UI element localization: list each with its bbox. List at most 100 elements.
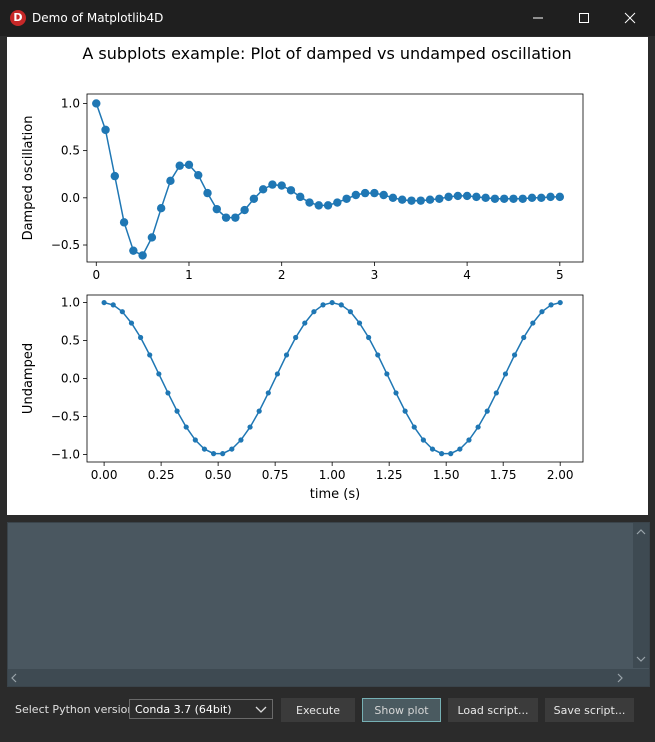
data-point bbox=[194, 170, 203, 180]
python-version-label: Select Python version : bbox=[15, 703, 142, 716]
scroll-right-icon[interactable] bbox=[617, 673, 623, 683]
undamped-subplot: 0.00 0.25 0.50 0.75 1.00 1.25 1.50 1.75 2.00 1.0 0… bbox=[21, 294, 584, 502]
axes-frame bbox=[86, 93, 584, 263]
data-point bbox=[156, 204, 166, 213]
x-tick-label: 3 bbox=[371, 268, 379, 282]
x-tick-label: 1.00 bbox=[319, 468, 346, 482]
plot-panel: A subplots example: Plot of damped vs un… bbox=[7, 37, 648, 515]
data-point bbox=[502, 371, 509, 377]
horizontal-scrollbar[interactable] bbox=[8, 669, 633, 686]
data-point bbox=[402, 408, 408, 414]
data-point bbox=[388, 193, 398, 203]
data-point bbox=[119, 309, 125, 315]
data-point bbox=[323, 201, 333, 210]
data-point bbox=[329, 299, 335, 306]
data-point bbox=[147, 233, 157, 242]
figure-title: A subplots example: Plot of damped vs un… bbox=[82, 44, 571, 63]
y-axis-label: Damped oscillation bbox=[21, 116, 36, 241]
data-point bbox=[484, 408, 490, 414]
damped-subplot: 0 1 2 3 4 5 1.0 0.5 0.0 −0.5 Damped oscillation bbox=[21, 93, 584, 282]
data-point bbox=[499, 194, 509, 203]
maximize-icon bbox=[579, 13, 589, 23]
data-point bbox=[425, 195, 435, 204]
app-logo-icon: D bbox=[10, 10, 26, 26]
vertical-scrollbar[interactable] bbox=[633, 523, 649, 668]
data-point bbox=[129, 246, 138, 255]
x-tick-label: 0 bbox=[92, 268, 100, 282]
data-point bbox=[475, 424, 481, 430]
data-point bbox=[147, 352, 153, 358]
data-point bbox=[453, 191, 463, 201]
data-point bbox=[347, 309, 353, 315]
scroll-left-icon[interactable] bbox=[11, 673, 17, 683]
minimize-button[interactable] bbox=[515, 0, 561, 36]
data-point bbox=[370, 188, 379, 198]
data-point bbox=[393, 390, 399, 396]
scroll-down-icon[interactable] bbox=[636, 656, 646, 662]
python-version-select[interactable]: Conda 3.7 (64bit) bbox=[129, 699, 273, 719]
data-point bbox=[384, 371, 390, 377]
data-point bbox=[527, 193, 537, 203]
data-point bbox=[305, 198, 314, 207]
data-point bbox=[407, 196, 416, 205]
data-point bbox=[192, 437, 198, 443]
y-tick-label: −0.5 bbox=[51, 409, 80, 423]
data-point bbox=[119, 218, 129, 227]
data-point bbox=[258, 185, 268, 194]
data-point bbox=[338, 302, 344, 308]
figure-canvas: A subplots example: Plot of damped vs un… bbox=[21, 44, 584, 502]
x-tick-label: 0.50 bbox=[205, 468, 232, 482]
x-tick-label: 2.00 bbox=[547, 468, 574, 482]
data-point bbox=[472, 192, 481, 202]
y-tick-label: −0.5 bbox=[51, 238, 80, 252]
x-tick-label: 1 bbox=[185, 268, 193, 282]
y-tick-label: 0.5 bbox=[61, 334, 80, 348]
data-point bbox=[274, 371, 281, 377]
load-script-button[interactable]: Load script... bbox=[448, 698, 538, 722]
data-point bbox=[398, 195, 407, 204]
data-point bbox=[351, 190, 361, 200]
data-point bbox=[184, 160, 194, 169]
data-point bbox=[101, 299, 107, 306]
series-line bbox=[95, 103, 560, 257]
data-point bbox=[101, 125, 110, 135]
data-point bbox=[462, 191, 472, 201]
data-point bbox=[557, 299, 563, 306]
show-plot-button[interactable]: Show plot bbox=[362, 698, 441, 722]
data-point bbox=[360, 188, 370, 198]
data-point bbox=[156, 371, 162, 377]
data-point bbox=[110, 302, 116, 308]
x-axis-label: time (s) bbox=[310, 487, 360, 502]
maximize-button[interactable] bbox=[561, 0, 607, 36]
scroll-up-icon[interactable] bbox=[636, 529, 646, 535]
close-button[interactable] bbox=[607, 0, 653, 36]
data-point bbox=[138, 251, 147, 260]
script-output-console[interactable] bbox=[7, 522, 650, 687]
x-tick-label: 1.50 bbox=[433, 468, 460, 482]
y-tick-label: 0.5 bbox=[61, 144, 80, 158]
save-script-button[interactable]: Save script... bbox=[545, 698, 634, 722]
y-axis-label: Undamped bbox=[21, 343, 36, 414]
x-tick-label: 4 bbox=[463, 268, 471, 282]
data-point bbox=[166, 176, 175, 186]
data-point bbox=[518, 194, 527, 203]
data-point bbox=[183, 424, 189, 430]
python-version-value: Conda 3.7 (64bit) bbox=[135, 703, 232, 716]
data-point bbox=[320, 302, 326, 308]
data-point bbox=[311, 309, 317, 315]
data-point bbox=[221, 213, 231, 222]
data-point bbox=[240, 205, 249, 215]
x-tick-label: 0.00 bbox=[91, 468, 118, 482]
data-point bbox=[511, 352, 518, 358]
data-point bbox=[411, 424, 417, 430]
data-point bbox=[546, 192, 555, 202]
data-point bbox=[110, 171, 120, 181]
data-point bbox=[293, 334, 299, 341]
execute-button[interactable]: Execute bbox=[281, 698, 355, 722]
data-point bbox=[429, 446, 436, 452]
data-point bbox=[435, 194, 444, 203]
data-point bbox=[493, 390, 499, 396]
data-point bbox=[268, 180, 277, 189]
x-tick-label: 5 bbox=[556, 268, 564, 282]
